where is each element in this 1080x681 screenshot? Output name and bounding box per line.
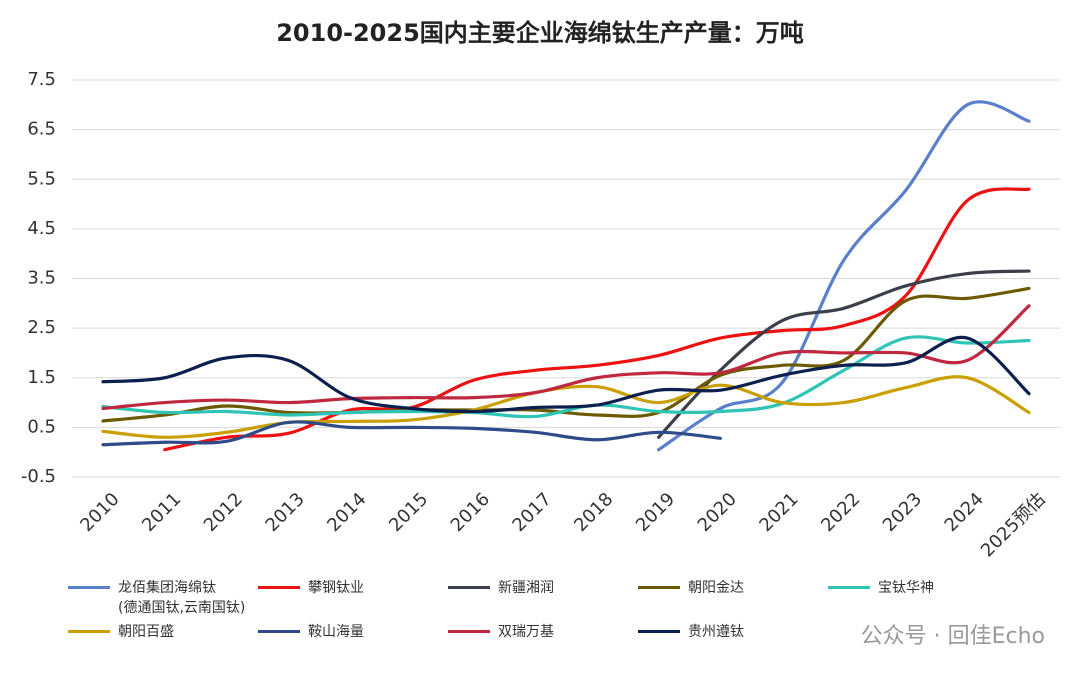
series-line	[101, 286, 1031, 423]
x-tick-label: 2011	[138, 489, 185, 536]
legend-swatch	[638, 586, 680, 589]
legend-item: 鞍山海量	[258, 622, 364, 642]
y-tick-label: 3.5	[27, 268, 56, 289]
y-tick-label: 4.5	[27, 218, 56, 239]
chart-title: 2010-2025国内主要企业海绵钛生产产量：万吨	[276, 19, 804, 47]
y-tick-label: -0.5	[21, 466, 56, 487]
legend-label: 贵州遵钛	[688, 624, 744, 640]
legend-swatch	[448, 586, 490, 589]
x-tick-label: 2018	[570, 489, 617, 536]
y-tick-label: 1.5	[27, 367, 56, 388]
legend-item: 新疆湘润	[448, 578, 554, 598]
x-tick-label: 2017	[508, 489, 555, 536]
series-line	[101, 335, 1031, 414]
legend-label: 朝阳金达	[688, 580, 744, 596]
legend-label: 双瑞万基	[498, 624, 554, 640]
legend-swatch	[68, 586, 110, 589]
series-line	[657, 100, 1031, 452]
legend-swatch	[828, 586, 870, 589]
x-tick-label: 2023	[879, 489, 926, 536]
series-line	[101, 304, 1031, 411]
legend-item: 双瑞万基	[448, 622, 554, 642]
y-tick-label: 2.5	[27, 317, 56, 338]
y-tick-label: 5.5	[27, 168, 56, 189]
x-tick-label: 2012	[200, 489, 247, 536]
series-line	[101, 335, 1031, 419]
legend-swatch	[638, 630, 680, 633]
x-tick-label: 2015	[385, 489, 432, 536]
x-tick-label: 2021	[755, 489, 802, 536]
legend-item: 朝阳百盛	[68, 622, 174, 642]
legend-label: 鞍山海量	[308, 624, 364, 640]
legend-item: 宝钛华神	[828, 578, 934, 598]
legend-label: 龙佰集团海绵钛 (德通国钛,云南国钛)	[118, 580, 246, 616]
legend-label: 攀钢钛业	[308, 580, 364, 596]
legend-item: 朝阳金达	[638, 578, 744, 598]
legend-swatch	[448, 630, 490, 633]
legend-swatch	[258, 630, 300, 633]
x-tick-label: 2010	[76, 489, 123, 536]
legend-swatch	[68, 630, 110, 633]
series-line	[101, 375, 1031, 439]
series-line	[101, 420, 722, 447]
x-tick-label: 2024	[941, 489, 988, 536]
x-tick-label: 2022	[817, 489, 864, 536]
watermark: 公众号 · 回佳Echo	[861, 624, 1045, 649]
legend-item: 龙佰集团海绵钛 (德通国钛,云南国钛)	[68, 578, 245, 618]
x-tick-label: 2020	[694, 489, 741, 536]
legend-label: 朝阳百盛	[118, 624, 174, 640]
legend-item: 攀钢钛业	[258, 578, 364, 598]
x-tick-label: 2019	[632, 489, 679, 536]
legend-item: 贵州遵钛	[638, 622, 744, 642]
y-tick-label: 7.5	[27, 69, 56, 90]
legend-label: 新疆湘润	[498, 580, 554, 596]
x-tick-label: 2014	[323, 489, 370, 536]
legend-label: 宝钛华神	[878, 580, 934, 596]
x-tick-label: 2016	[447, 489, 494, 536]
y-tick-label: 6.5	[27, 119, 56, 140]
x-tick-label: 2013	[262, 489, 309, 536]
series-line	[163, 187, 1031, 452]
x-tick-label: 2025预估	[977, 489, 1050, 562]
y-tick-label: 0.5	[27, 416, 56, 437]
legend-swatch	[258, 586, 300, 589]
